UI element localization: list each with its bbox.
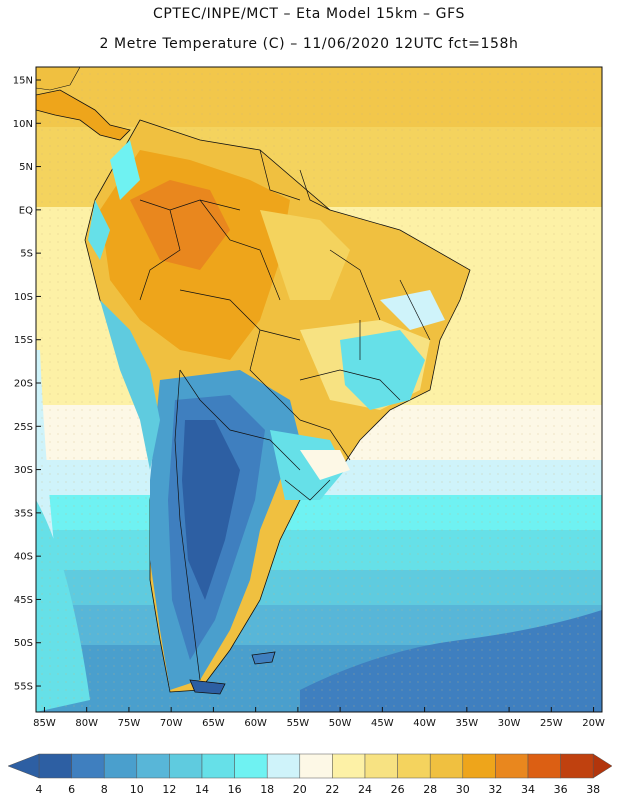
colorbar-label: 18 [260, 783, 274, 796]
colorbar-swatch [266, 753, 301, 779]
lon-tick-label: 45W [371, 718, 394, 729]
colorbar-label: 16 [228, 783, 242, 796]
temperature-colorbar: 4 6 8 10 12 14 16 18 20 22 24 26 28 30 32 34 36 38 [7, 753, 613, 796]
colorbar-swatch [560, 753, 594, 779]
lon-tick-label: 60W [244, 718, 267, 729]
colorbar-swatch [397, 753, 431, 779]
lat-tick-label: 10S [14, 292, 33, 303]
colorbar-swatch [169, 753, 203, 779]
south-america-land [84, 119, 471, 693]
lon-tick-label: 70W [160, 718, 183, 729]
lat-tick-label: 35S [14, 508, 33, 519]
colorbar-swatch [71, 753, 105, 779]
colorbar-swatch [299, 753, 333, 779]
colorbar-swatch [201, 753, 235, 779]
colorbar-label: 28 [423, 783, 437, 796]
colorbar-label: 26 [391, 783, 405, 796]
lon-tick-label: 85W [33, 718, 56, 729]
lat-tick-label: 45S [14, 595, 33, 606]
colorbar-label: 6 [68, 783, 75, 796]
map-title-line1: CPTEC/INPE/MCT – Eta Model 15km – GFS [152, 6, 466, 22]
colorbar-label: 30 [456, 783, 470, 796]
lat-tick-label: EQ [19, 205, 33, 216]
lat-tick-label: 5N [19, 162, 33, 173]
colorbar-swatch [429, 753, 464, 779]
colorbar-label: 10 [130, 783, 144, 796]
lat-tick-label: 15N [13, 75, 33, 86]
colorbar-swatch [462, 753, 496, 779]
colorbar-swatch [38, 753, 72, 779]
lon-tick-label: 35W [456, 718, 479, 729]
colorbar-label: 24 [358, 783, 372, 796]
lat-tick-label: 55S [14, 682, 33, 693]
latitude-axis: 15N 10N 5N EQ 5S 10S 15S 20S 25S 30S 35S 40S 45S 50S 5… [13, 75, 41, 693]
lat-tick-label: 5S [20, 249, 33, 260]
colorbar-label: 4 [36, 783, 43, 796]
colorbar-label: 20 [293, 783, 307, 796]
lon-tick-label: 50W [329, 718, 352, 729]
lon-tick-label: 75W [118, 718, 141, 729]
map-frame [35, 66, 603, 713]
map-title-line2: 2 Metre Temperature (C) – 11/06/2020 12U… [99, 36, 519, 52]
lon-tick-label: 30W [498, 718, 521, 729]
colorbar-swatch [234, 753, 268, 779]
colorbar-label: 38 [586, 783, 600, 796]
lat-tick-label: 15S [14, 335, 33, 346]
colorbar-swatch [495, 753, 529, 779]
temperature-field [36, 67, 602, 712]
lat-tick-label: 50S [14, 638, 33, 649]
longitude-axis: 85W 80W 75W 70W 65W 60W 55W 50W 45W 40W 35W 30W 25W 2… [33, 707, 605, 729]
colorbar-label: 12 [162, 783, 176, 796]
colorbar-high-arrow [592, 753, 613, 779]
lon-tick-label: 20W [582, 718, 605, 729]
lon-tick-label: 55W [287, 718, 310, 729]
lat-tick-label: 40S [14, 552, 33, 563]
lon-tick-label: 25W [540, 718, 563, 729]
colorbar-swatch [136, 753, 170, 779]
colorbar-label: 8 [101, 783, 108, 796]
colorbar-label: 22 [325, 783, 339, 796]
colorbar-swatch [527, 753, 561, 779]
colorbar-label: 36 [554, 783, 568, 796]
country-borders [139, 149, 431, 681]
lat-tick-label: 25S [14, 422, 33, 433]
lat-tick-label: 20S [14, 379, 33, 390]
colorbar-swatch [332, 753, 366, 779]
lon-tick-label: 40W [413, 718, 436, 729]
colorbar-low-arrow [7, 753, 40, 779]
colorbar-swatch [364, 753, 398, 779]
colorbar-swatch [103, 753, 138, 779]
lon-tick-label: 65W [202, 718, 225, 729]
lat-tick-label: 10N [13, 119, 33, 130]
lat-tick-label: 30S [14, 465, 33, 476]
colorbar-label: 14 [195, 783, 209, 796]
colorbar-label: 32 [488, 783, 502, 796]
colorbar-label: 34 [521, 783, 535, 796]
lon-tick-label: 80W [75, 718, 98, 729]
